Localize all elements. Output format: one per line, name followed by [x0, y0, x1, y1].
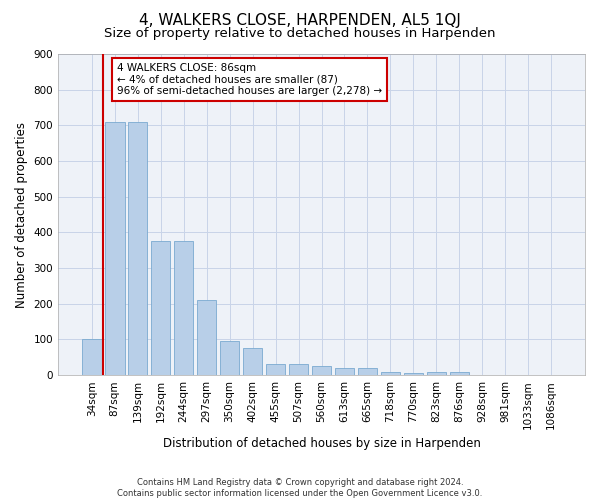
Bar: [404, 374, 423, 375]
Text: Contains HM Land Registry data © Crown copyright and database right 2024.
Contai: Contains HM Land Registry data © Crown c…: [118, 478, 482, 498]
Bar: [266, 364, 286, 375]
Bar: [243, 348, 262, 375]
Text: 4, WALKERS CLOSE, HARPENDEN, AL5 1QJ: 4, WALKERS CLOSE, HARPENDEN, AL5 1QJ: [139, 12, 461, 28]
Bar: [105, 122, 125, 375]
Bar: [449, 372, 469, 375]
X-axis label: Distribution of detached houses by size in Harpenden: Distribution of detached houses by size …: [163, 437, 481, 450]
Bar: [335, 368, 354, 375]
Bar: [380, 372, 400, 375]
Bar: [174, 242, 193, 375]
Bar: [151, 242, 170, 375]
Bar: [128, 122, 148, 375]
Bar: [358, 368, 377, 375]
Text: 4 WALKERS CLOSE: 86sqm
← 4% of detached houses are smaller (87)
96% of semi-deta: 4 WALKERS CLOSE: 86sqm ← 4% of detached …: [117, 63, 382, 96]
Bar: [427, 372, 446, 375]
Text: Size of property relative to detached houses in Harpenden: Size of property relative to detached ho…: [104, 28, 496, 40]
Bar: [312, 366, 331, 375]
Bar: [220, 342, 239, 375]
Y-axis label: Number of detached properties: Number of detached properties: [15, 122, 28, 308]
Bar: [289, 364, 308, 375]
Bar: [82, 340, 101, 375]
Bar: [197, 300, 217, 375]
